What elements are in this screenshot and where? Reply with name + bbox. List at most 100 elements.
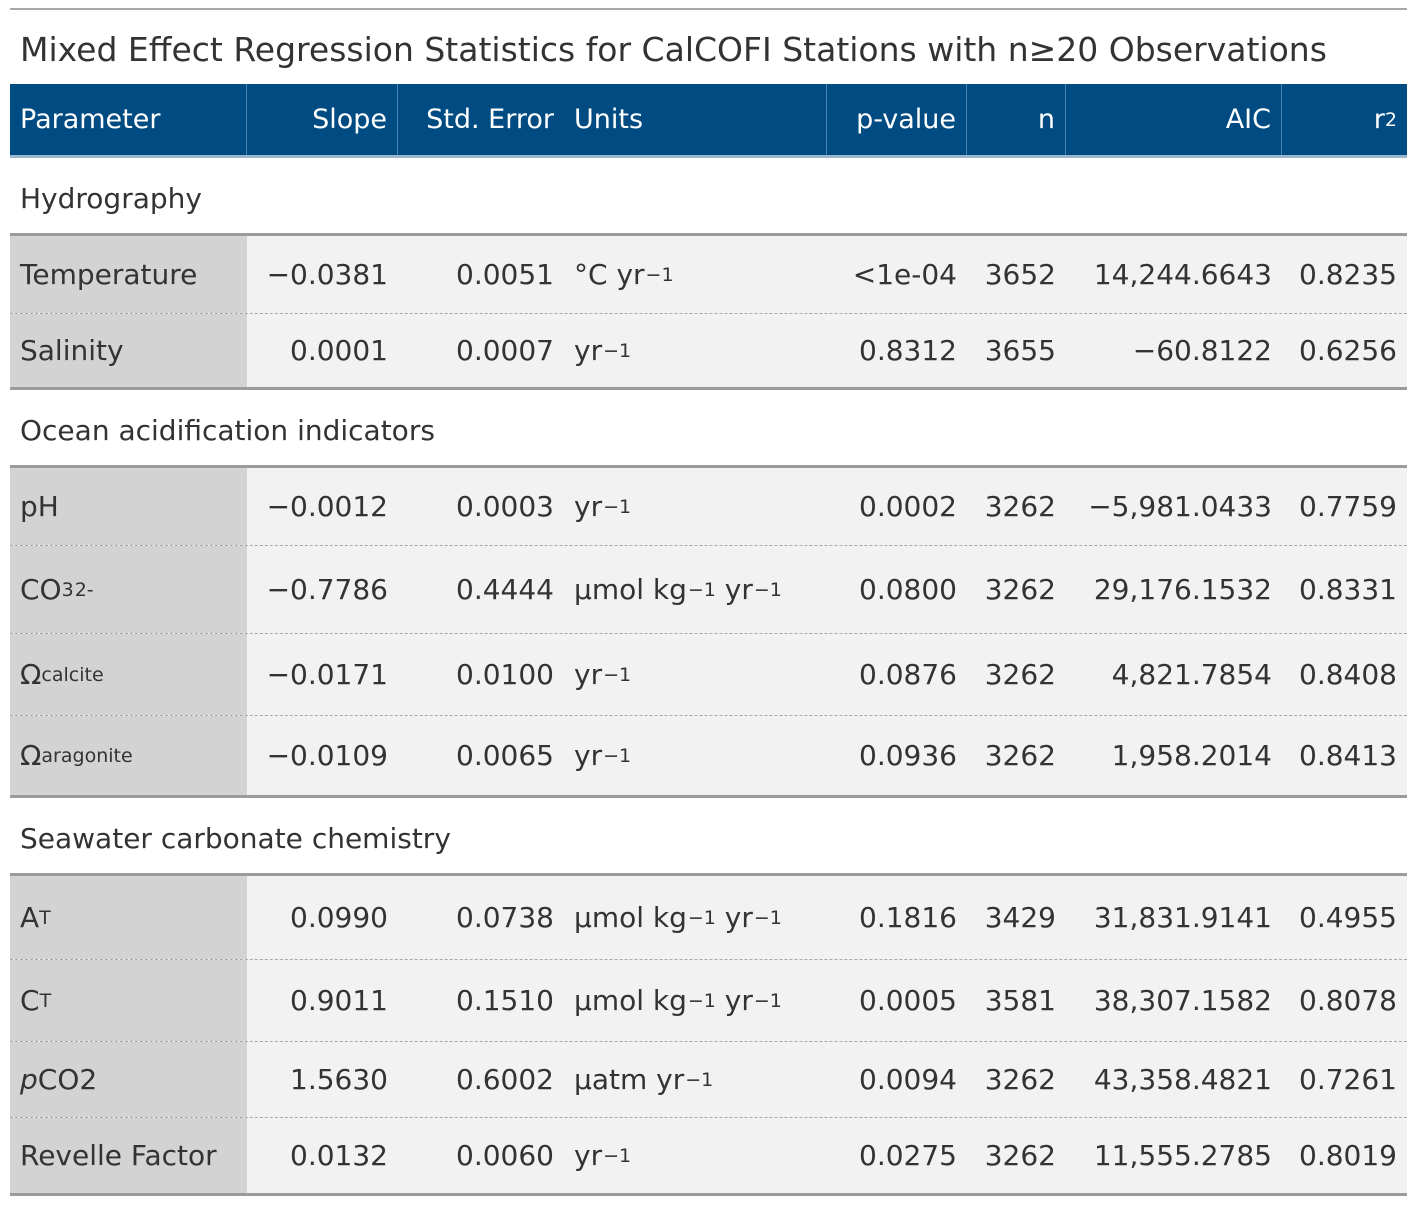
aic-cell: −5,981.0433 xyxy=(1088,490,1272,523)
table-title: Mixed Effect Regression Statistics for C… xyxy=(20,30,1327,69)
units-cell: μmol kg −1 yr −1 xyxy=(574,984,782,1017)
r-squared-cell: 0.7759 xyxy=(1299,490,1397,523)
r-squared-cell: 0.6256 xyxy=(1299,334,1397,367)
slope-cell: 0.0132 xyxy=(290,1139,388,1172)
unit-text: yr xyxy=(574,490,603,523)
table-row: C T 0.9011 0.1510 μmol kg −1 yr −1 0.0005 3581 38… xyxy=(10,960,1407,1042)
header-p-value: p-value xyxy=(827,84,967,155)
regression-table: Mixed Effect Regression Statistics for C… xyxy=(10,8,1407,1196)
std-error-cell: 0.1510 xyxy=(456,984,554,1017)
units-cell: yr −1 xyxy=(574,1139,632,1172)
parameter-italic-part: p xyxy=(20,1063,38,1096)
r-squared-cell: 0.8331 xyxy=(1299,573,1397,606)
parameter-name: CO2 xyxy=(37,1063,98,1096)
units-cell: yr −1 xyxy=(574,739,632,772)
p-value-cell: 0.0005 xyxy=(859,984,957,1017)
group-label: Seawater carbonate chemistry xyxy=(10,798,1407,876)
slope-cell: −0.0171 xyxy=(266,658,388,691)
unit-text: yr xyxy=(715,901,753,934)
std-error-cell: 0.0065 xyxy=(456,739,554,772)
parameter-cell: Salinity xyxy=(10,314,247,387)
aic-cell: −60.8122 xyxy=(1132,334,1272,367)
slope-cell: −0.7786 xyxy=(266,573,388,606)
parameter-name: A xyxy=(20,901,40,934)
p-value-cell: 0.0275 xyxy=(859,1139,957,1172)
parameter-name: Temperature xyxy=(20,258,198,291)
table-row: A T 0.0990 0.0738 μmol kg −1 yr −1 0.1816 3429 31… xyxy=(10,876,1407,960)
parameter-cell: Revelle Factor xyxy=(10,1118,247,1193)
p-value-cell: 0.0002 xyxy=(859,490,957,523)
aic-cell: 14,244.6643 xyxy=(1093,258,1272,291)
group-label: Ocean acidification indicators xyxy=(10,390,1407,468)
units-cell: yr −1 xyxy=(574,334,632,367)
aic-cell: 38,307.1582 xyxy=(1093,984,1272,1017)
p-value-cell: 0.0094 xyxy=(859,1063,957,1096)
header-n: n xyxy=(967,84,1066,155)
n-cell: 3262 xyxy=(984,1139,1056,1172)
aic-cell: 31,831.9141 xyxy=(1093,901,1272,934)
std-error-cell: 0.4444 xyxy=(456,573,554,606)
aic-cell: 4,821.7854 xyxy=(1111,658,1272,691)
units-cell: yr −1 xyxy=(574,490,632,523)
r-squared-cell: 0.8413 xyxy=(1299,739,1397,772)
std-error-cell: 0.6002 xyxy=(456,1063,554,1096)
unit-text: yr xyxy=(715,573,753,606)
units-cell: μatm yr −1 xyxy=(574,1063,714,1096)
header-parameter: Parameter xyxy=(10,84,247,155)
parameter-name: C xyxy=(20,984,40,1017)
parameter-cell: CO 3 2- xyxy=(10,546,247,633)
unit-text: yr xyxy=(574,334,603,367)
unit-text: yr xyxy=(574,658,603,691)
slope-cell: 0.9011 xyxy=(290,984,388,1017)
table-row: Revelle Factor 0.0132 0.0060 yr −1 0.0275 3262… xyxy=(10,1118,1407,1196)
slope-cell: −0.0012 xyxy=(266,490,388,523)
slope-cell: 1.5630 xyxy=(290,1063,388,1096)
n-cell: 3262 xyxy=(984,739,1056,772)
p-value-cell: 0.0936 xyxy=(859,739,957,772)
table-row: Salinity 0.0001 0.0007 yr −1 0.8312 3655 −60.81… xyxy=(10,314,1407,390)
r-squared-cell: 0.8235 xyxy=(1299,258,1397,291)
aic-cell: 43,358.4821 xyxy=(1093,1063,1272,1096)
column-header-row: Parameter Slope Std. Error Units p-value… xyxy=(10,84,1407,158)
header-units: Units xyxy=(564,84,827,155)
slope-cell: −0.0381 xyxy=(266,258,388,291)
std-error-cell: 0.0738 xyxy=(456,901,554,934)
std-error-cell: 0.0051 xyxy=(456,258,554,291)
units-cell: °C yr −1 xyxy=(574,258,674,291)
aic-cell: 1,958.2014 xyxy=(1111,739,1272,772)
p-value-cell: 0.0876 xyxy=(859,658,957,691)
slope-cell: 0.0001 xyxy=(290,334,388,367)
unit-text: μmol kg xyxy=(574,984,687,1017)
aic-cell: 11,555.2785 xyxy=(1093,1139,1272,1172)
r-squared-base: r xyxy=(1373,104,1385,135)
unit-text: μmol kg xyxy=(574,901,687,934)
top-rule xyxy=(10,8,1407,10)
n-cell: 3655 xyxy=(984,334,1056,367)
n-cell: 3429 xyxy=(984,901,1056,934)
unit-text: yr xyxy=(574,739,603,772)
n-cell: 3581 xyxy=(984,984,1056,1017)
table-body: Hydrography Temperature −0.0381 0.0051 °C yr… xyxy=(10,158,1407,1196)
std-error-cell: 0.0007 xyxy=(456,334,554,367)
header-slope: Slope xyxy=(247,84,398,155)
group-label: Hydrography xyxy=(10,158,1407,236)
unit-text: °C yr xyxy=(574,258,645,291)
p-value-cell: 0.8312 xyxy=(859,334,957,367)
n-cell: 3262 xyxy=(984,490,1056,523)
r-squared-cell: 0.8019 xyxy=(1299,1139,1397,1172)
table-row: Temperature −0.0381 0.0051 °C yr −1 <1e-04 365… xyxy=(10,236,1407,314)
table-row: CO 3 2- −0.7786 0.4444 μmol kg −1 yr −1 0.0800 32… xyxy=(10,546,1407,634)
n-cell: 3262 xyxy=(984,658,1056,691)
n-cell: 3262 xyxy=(984,573,1056,606)
parameter-cell: Temperature xyxy=(10,236,247,313)
parameter-name: CO xyxy=(20,573,62,606)
parameter-name: Ω xyxy=(20,739,42,772)
parameter-cell: p CO2 xyxy=(10,1042,247,1117)
header-aic: AIC xyxy=(1066,84,1282,155)
